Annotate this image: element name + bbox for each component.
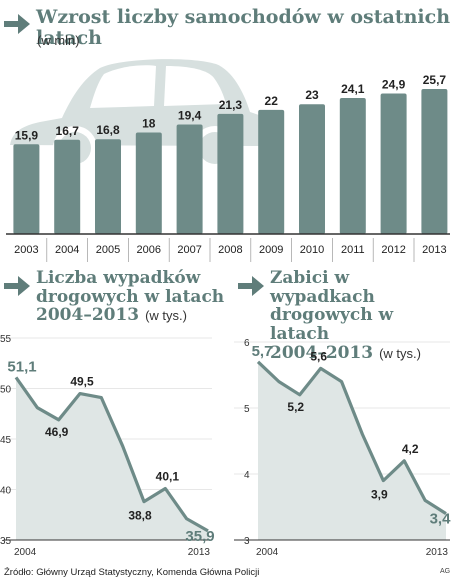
y-tick-label: 4 [244,470,250,481]
y-tick-label: 50 [0,385,12,396]
point-value-label: 49,5 [70,375,94,389]
bar-value-label: 22 [265,94,279,108]
point-value-label: 5,7 [252,343,273,360]
bar-value-label: 21,3 [219,98,243,112]
fatalities-chart-unit: (w tys.) [379,345,421,361]
point-value-label: 4,2 [402,442,419,456]
point-value-label: 38,8 [128,509,152,523]
x-tick-label: 2008 [218,244,242,256]
y-tick-label: 3 [244,536,250,547]
y-tick-label: 55 [0,334,12,345]
bar-value-label: 19,4 [178,109,202,123]
bar-2005 [95,139,121,234]
x-tick-label: 2009 [259,244,283,256]
x-tick-label: 2005 [96,244,120,256]
bar-value-label: 16,8 [96,123,120,137]
x-tick-label: 2013 [422,244,446,256]
bar-value-label: 15,9 [15,128,39,142]
y-tick-label: 6 [244,338,250,349]
bar-chart-unit: (w mln) [37,33,80,48]
bar-value-label: 18 [142,116,156,130]
source-note: Źródło: Główny Urząd Statystyczny, Komen… [4,567,260,578]
bar-2013 [421,89,448,234]
x-tick-label: 2004 [256,547,279,558]
bar-2012 [380,93,407,235]
point-value-label: 46,9 [45,425,69,439]
bar-value-label: 24,1 [341,82,365,96]
bar-2008 [217,113,244,234]
x-tick-label: 2012 [381,244,405,256]
fatalities-chart-title: Zabici w wypadkach drogowych w latach 20… [270,268,421,363]
bar-chart: 15,9 16,7 16,8 18 19,4 21,3 22 23 24,1 24,9 25,7 2… [6,59,450,262]
series-line [14,376,209,533]
point-value-label: 3,4 [430,511,452,528]
bar-2011 [339,98,366,234]
bar-2009 [258,109,285,234]
x-tick-label: 2003 [14,244,38,256]
point-value-label: 5,6 [310,349,327,363]
point-value-label: 51,1 [7,358,36,375]
bar-2004 [54,139,81,234]
accidents-chart-unit: (w tys.) [145,308,187,324]
y-tick-label: 35 [0,536,12,547]
bar-2003 [13,144,40,234]
x-tick-label: 2010 [300,244,324,256]
point-value-label: 3,9 [371,488,388,502]
bar-value-label: 16,7 [56,124,80,138]
x-tick-label: 2011 [341,244,365,256]
point-value-label: 5,2 [287,400,304,414]
arrow-right-icon [4,276,30,296]
bar-2007 [176,124,203,234]
x-tick-label: 2013 [188,547,211,558]
arrow-right-icon [4,14,30,34]
x-tick-label: 2004 [14,547,37,558]
x-tick-label: 2006 [137,244,161,256]
arrow-right-icon [238,276,264,296]
bar-value-label: 24,9 [382,78,406,92]
point-value-label: 35,9 [185,528,214,545]
bar-2006 [135,132,162,234]
bar-2010 [299,104,325,234]
bar-value-label: 23 [305,88,319,102]
series-line [256,360,447,515]
accidents-chart-title: Liczba wypadków drogowych w latach 2004–… [36,268,225,326]
x-tick-label: 2007 [177,244,201,256]
author-credit: AG [440,568,451,575]
bar-value-label: 25,7 [423,73,447,87]
series-area [258,361,446,540]
y-tick-label: 40 [0,486,12,497]
fatalities-chart: 6 5 4 3 2004 2013 5,7 5,2 5,6 3,9 4,2 3,4 [234,338,452,558]
x-tick-label: 2013 [426,547,449,558]
x-tick-label: 2004 [55,244,79,256]
y-tick-label: 5 [244,404,250,415]
bar-chart-title: Wzrost liczby samochodów w ostatnich lat… [36,6,451,49]
y-tick-label: 45 [0,435,12,446]
series-area [16,377,208,540]
point-value-label: 40,1 [156,469,180,483]
